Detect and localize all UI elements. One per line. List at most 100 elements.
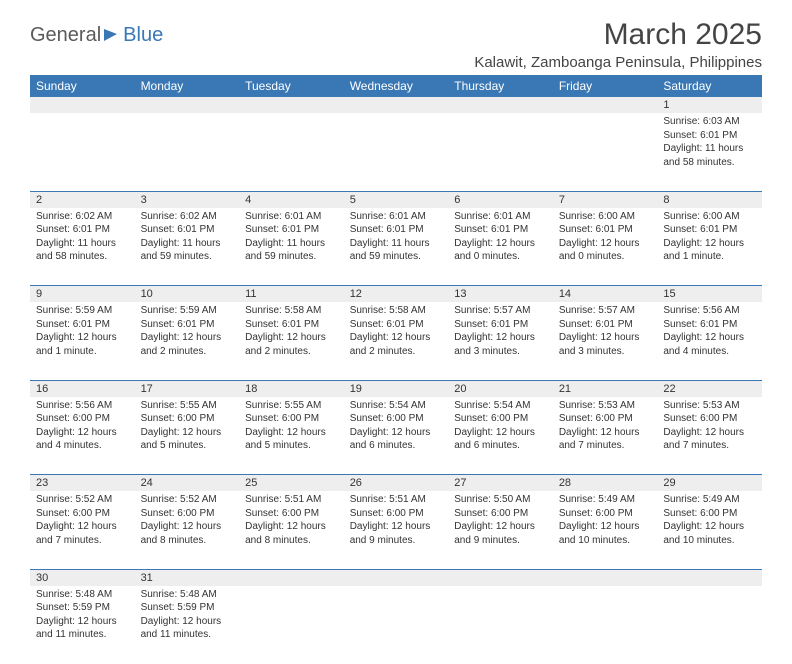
day-info: Sunrise: 5:59 AMSunset: 6:01 PMDaylight:… xyxy=(30,302,135,362)
sunset: Sunset: 6:00 PM xyxy=(559,412,652,426)
day-cell: Sunrise: 5:58 AMSunset: 6:01 PMDaylight:… xyxy=(239,302,344,380)
weekday-header: Saturday xyxy=(657,75,762,97)
day-number-cell: 11 xyxy=(239,286,344,303)
weekday-header-row: Sunday Monday Tuesday Wednesday Thursday… xyxy=(30,75,762,97)
daylight: Daylight: 11 hours and 59 minutes. xyxy=(141,237,234,264)
daylight: Daylight: 11 hours and 58 minutes. xyxy=(663,142,756,169)
day-cell: Sunrise: 6:02 AMSunset: 6:01 PMDaylight:… xyxy=(135,208,240,286)
day-number-cell: 14 xyxy=(553,286,658,303)
day-number-cell: 29 xyxy=(657,475,762,492)
day-cell: Sunrise: 5:56 AMSunset: 6:01 PMDaylight:… xyxy=(657,302,762,380)
sunrise: Sunrise: 5:48 AM xyxy=(36,588,129,602)
sunset: Sunset: 6:01 PM xyxy=(663,129,756,143)
sunrise: Sunrise: 6:03 AM xyxy=(663,115,756,129)
sunrise: Sunrise: 5:53 AM xyxy=(559,399,652,413)
daylight: Daylight: 12 hours and 0 minutes. xyxy=(454,237,547,264)
sunrise: Sunrise: 6:01 AM xyxy=(350,210,443,224)
daylight: Daylight: 12 hours and 6 minutes. xyxy=(454,426,547,453)
sunrise: Sunrise: 5:51 AM xyxy=(245,493,338,507)
day-info: Sunrise: 5:55 AMSunset: 6:00 PMDaylight:… xyxy=(135,397,240,457)
day-number-cell: 21 xyxy=(553,380,658,397)
day-info: Sunrise: 6:02 AMSunset: 6:01 PMDaylight:… xyxy=(30,208,135,268)
weekday-header: Tuesday xyxy=(239,75,344,97)
day-number-cell xyxy=(344,569,449,586)
sunset: Sunset: 6:00 PM xyxy=(245,412,338,426)
day-cell: Sunrise: 5:52 AMSunset: 6:00 PMDaylight:… xyxy=(30,491,135,569)
daylight: Daylight: 12 hours and 10 minutes. xyxy=(663,520,756,547)
calendar-body: 1Sunrise: 6:03 AMSunset: 6:01 PMDaylight… xyxy=(30,97,762,664)
day-info: Sunrise: 5:55 AMSunset: 6:00 PMDaylight:… xyxy=(239,397,344,457)
sunrise: Sunrise: 5:48 AM xyxy=(141,588,234,602)
sunset: Sunset: 6:00 PM xyxy=(36,412,129,426)
daylight: Daylight: 12 hours and 0 minutes. xyxy=(559,237,652,264)
day-number-cell xyxy=(239,569,344,586)
day-number-cell: 13 xyxy=(448,286,553,303)
sunset: Sunset: 6:01 PM xyxy=(141,318,234,332)
daylight: Daylight: 11 hours and 59 minutes. xyxy=(245,237,338,264)
day-number-cell: 10 xyxy=(135,286,240,303)
daylight: Daylight: 12 hours and 11 minutes. xyxy=(36,615,129,642)
sunset: Sunset: 6:00 PM xyxy=(663,412,756,426)
day-info: Sunrise: 5:53 AMSunset: 6:00 PMDaylight:… xyxy=(657,397,762,457)
day-cell: Sunrise: 5:58 AMSunset: 6:01 PMDaylight:… xyxy=(344,302,449,380)
sunrise: Sunrise: 5:52 AM xyxy=(141,493,234,507)
day-cell: Sunrise: 6:02 AMSunset: 6:01 PMDaylight:… xyxy=(30,208,135,286)
day-cell: Sunrise: 5:51 AMSunset: 6:00 PMDaylight:… xyxy=(239,491,344,569)
day-cell: Sunrise: 5:49 AMSunset: 6:00 PMDaylight:… xyxy=(553,491,658,569)
day-cell: Sunrise: 5:59 AMSunset: 6:01 PMDaylight:… xyxy=(30,302,135,380)
day-cell: Sunrise: 5:51 AMSunset: 6:00 PMDaylight:… xyxy=(344,491,449,569)
day-number-cell: 27 xyxy=(448,475,553,492)
daylight: Daylight: 12 hours and 2 minutes. xyxy=(245,331,338,358)
daynum-row: 1 xyxy=(30,97,762,113)
day-info: Sunrise: 6:00 AMSunset: 6:01 PMDaylight:… xyxy=(553,208,658,268)
title-block: March 2025 Kalawit, Zamboanga Peninsula,… xyxy=(474,18,762,71)
day-info: Sunrise: 5:57 AMSunset: 6:01 PMDaylight:… xyxy=(448,302,553,362)
daylight: Daylight: 11 hours and 58 minutes. xyxy=(36,237,129,264)
month-title: March 2025 xyxy=(474,18,762,52)
day-number-cell: 17 xyxy=(135,380,240,397)
daylight: Daylight: 12 hours and 8 minutes. xyxy=(245,520,338,547)
sunset: Sunset: 6:01 PM xyxy=(663,318,756,332)
day-number-cell xyxy=(448,569,553,586)
sunrise: Sunrise: 5:51 AM xyxy=(350,493,443,507)
day-cell: Sunrise: 5:48 AMSunset: 5:59 PMDaylight:… xyxy=(30,586,135,664)
day-info: Sunrise: 5:48 AMSunset: 5:59 PMDaylight:… xyxy=(135,586,240,646)
daylight: Daylight: 12 hours and 7 minutes. xyxy=(559,426,652,453)
daynum-row: 9101112131415 xyxy=(30,286,762,303)
day-number-cell: 8 xyxy=(657,191,762,208)
daynum-row: 3031 xyxy=(30,569,762,586)
day-cell: Sunrise: 5:55 AMSunset: 6:00 PMDaylight:… xyxy=(135,397,240,475)
sunset: Sunset: 6:00 PM xyxy=(141,412,234,426)
day-info: Sunrise: 5:54 AMSunset: 6:00 PMDaylight:… xyxy=(344,397,449,457)
sunrise: Sunrise: 6:01 AM xyxy=(454,210,547,224)
day-info: Sunrise: 5:58 AMSunset: 6:01 PMDaylight:… xyxy=(239,302,344,362)
day-info: Sunrise: 5:53 AMSunset: 6:00 PMDaylight:… xyxy=(553,397,658,457)
day-number-cell: 25 xyxy=(239,475,344,492)
daylight: Daylight: 12 hours and 2 minutes. xyxy=(141,331,234,358)
day-cell: Sunrise: 5:53 AMSunset: 6:00 PMDaylight:… xyxy=(657,397,762,475)
day-number-cell: 1 xyxy=(657,97,762,113)
logo-part2: Blue xyxy=(123,24,163,47)
sunrise: Sunrise: 5:59 AM xyxy=(141,304,234,318)
logo-flag-icon xyxy=(103,27,121,45)
sunset: Sunset: 6:00 PM xyxy=(350,412,443,426)
day-number-cell: 26 xyxy=(344,475,449,492)
daylight: Daylight: 12 hours and 2 minutes. xyxy=(350,331,443,358)
daylight: Daylight: 12 hours and 6 minutes. xyxy=(350,426,443,453)
week-row: Sunrise: 6:03 AMSunset: 6:01 PMDaylight:… xyxy=(30,113,762,191)
daylight: Daylight: 12 hours and 4 minutes. xyxy=(663,331,756,358)
day-number-cell: 4 xyxy=(239,191,344,208)
day-cell: Sunrise: 5:59 AMSunset: 6:01 PMDaylight:… xyxy=(135,302,240,380)
day-number-cell xyxy=(239,97,344,113)
sunrise: Sunrise: 5:54 AM xyxy=(350,399,443,413)
sunrise: Sunrise: 5:58 AM xyxy=(245,304,338,318)
sunset: Sunset: 6:01 PM xyxy=(245,318,338,332)
day-info: Sunrise: 5:48 AMSunset: 5:59 PMDaylight:… xyxy=(30,586,135,646)
sunset: Sunset: 6:00 PM xyxy=(454,507,547,521)
day-cell xyxy=(30,113,135,191)
daylight: Daylight: 12 hours and 8 minutes. xyxy=(141,520,234,547)
sunrise: Sunrise: 5:49 AM xyxy=(559,493,652,507)
location: Kalawit, Zamboanga Peninsula, Philippine… xyxy=(474,54,762,71)
daylight: Daylight: 12 hours and 3 minutes. xyxy=(454,331,547,358)
day-number-cell: 20 xyxy=(448,380,553,397)
